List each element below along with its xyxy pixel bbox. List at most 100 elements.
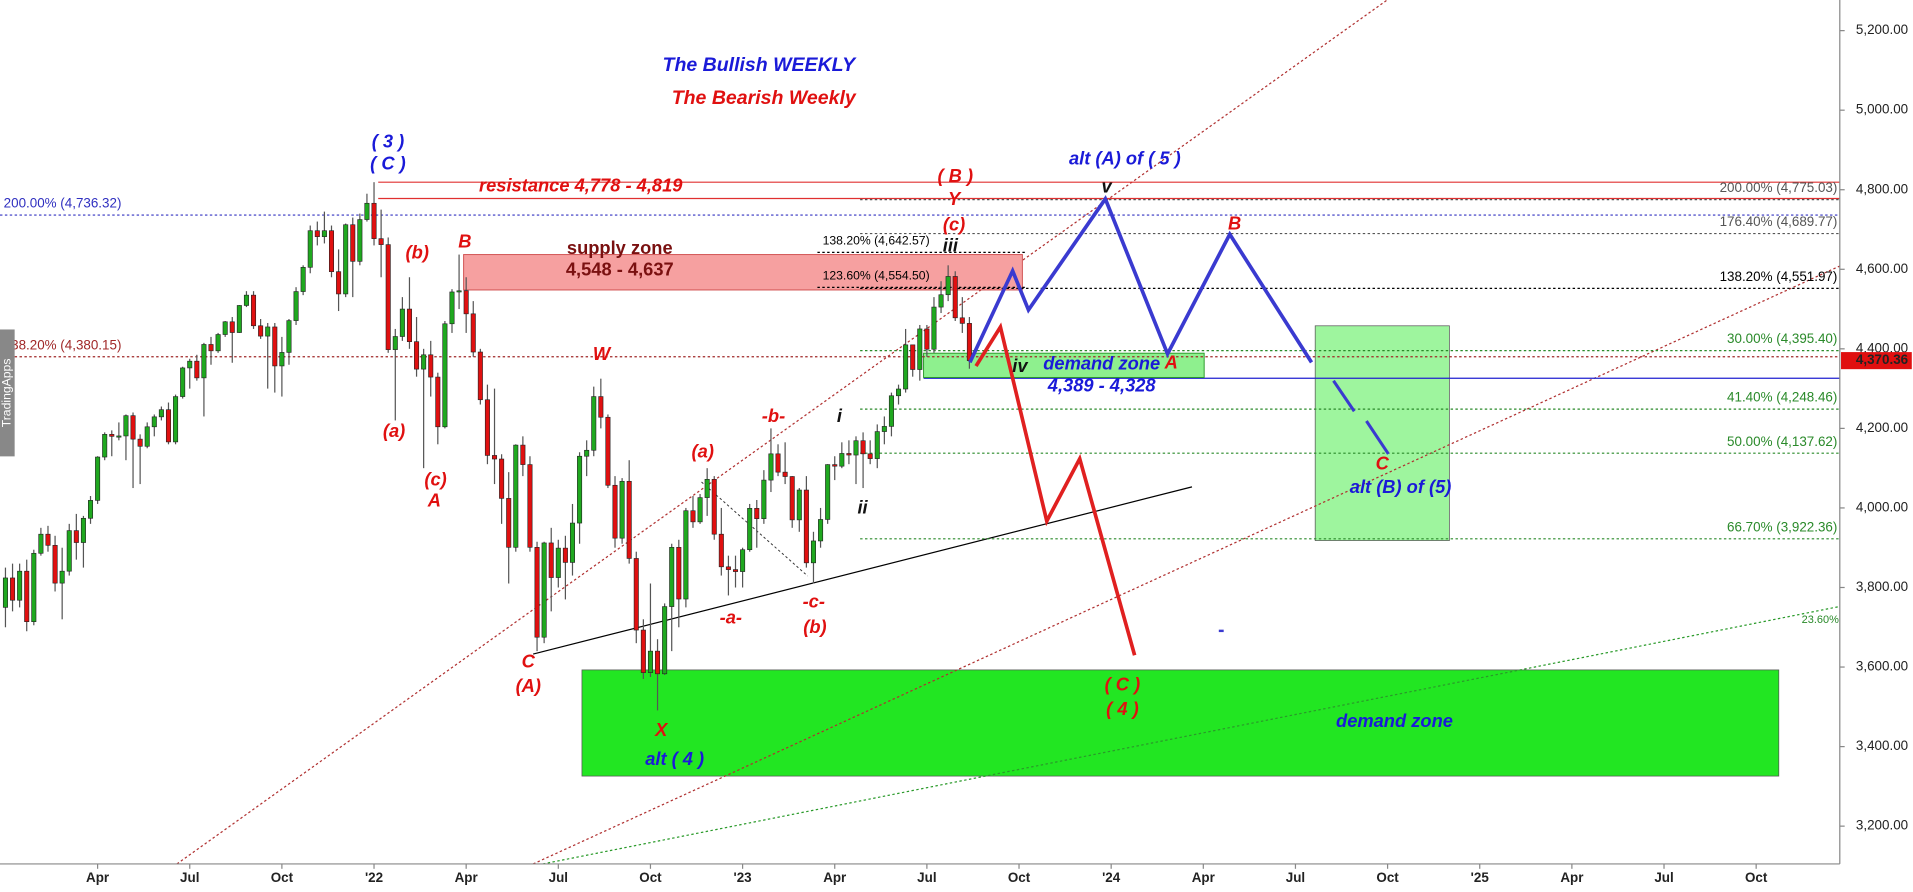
fib-label: 200.00% (4,775.03) <box>1720 180 1838 195</box>
candle-body <box>442 323 448 428</box>
zone-label: supply zone <box>567 237 673 258</box>
candle-body <box>314 230 320 237</box>
x-tick-label: Jul <box>549 870 568 885</box>
watermark-bg <box>0 329 15 457</box>
candle-body <box>2 577 8 608</box>
candle-body <box>38 533 44 554</box>
candle-body <box>562 547 568 563</box>
candle-body <box>300 266 306 292</box>
candle-body <box>917 328 923 370</box>
candle-body <box>492 455 498 460</box>
candle-body <box>180 367 186 397</box>
wave-label: demand zone <box>1336 710 1453 731</box>
candle-body <box>385 244 391 350</box>
candle-body <box>584 449 590 457</box>
wave-label: ( C ) <box>1105 674 1141 695</box>
candle-body <box>704 478 710 498</box>
candle-body <box>647 650 653 673</box>
candle-body <box>640 629 646 673</box>
candle-body <box>428 354 434 378</box>
wave-label: ( 3 ) <box>372 131 405 152</box>
fib-fan-line <box>542 605 1840 865</box>
candle-body <box>626 480 632 559</box>
projection-box <box>1314 325 1450 541</box>
candle-body <box>456 290 462 293</box>
fib-label: 176.40% (4,689.77) <box>1720 214 1838 229</box>
x-tick-label: Oct <box>1745 870 1768 885</box>
candle-body <box>846 453 852 456</box>
x-tick-label: Jul <box>1654 870 1673 885</box>
candle-body <box>775 453 781 473</box>
candle-body <box>109 434 115 437</box>
wave-label: 23.60% <box>1802 614 1839 626</box>
candle-body <box>506 498 512 548</box>
candle-body <box>548 542 554 578</box>
candle-body <box>577 455 583 524</box>
candle-body <box>754 508 760 519</box>
candle-body <box>860 440 866 455</box>
candle-body <box>24 570 30 623</box>
y-tick-label: 3,200.00 <box>1856 818 1908 833</box>
x-tick-label: '22 <box>365 870 383 885</box>
candle-body <box>201 344 207 379</box>
candle-body <box>321 230 327 237</box>
wave-label: ( 4 ) <box>1106 698 1139 719</box>
candle-body <box>569 522 575 563</box>
wave-label: (c) <box>424 469 446 490</box>
last-price-label: 4,370.36 <box>1856 352 1908 367</box>
wave-label: X <box>654 719 669 740</box>
candle-body <box>768 453 774 481</box>
candle-body <box>910 344 916 370</box>
candle-body <box>102 434 108 458</box>
marker <box>1218 629 1224 633</box>
candle-body <box>867 453 873 459</box>
chart-title: The Bullish WEEKLY <box>663 54 858 76</box>
candle-body <box>655 650 661 675</box>
wave-label: A <box>427 489 441 510</box>
candle-body <box>832 464 838 467</box>
candle-body <box>520 444 526 465</box>
axes-ticks: 3,200.00 3,400.00 3,600.00 3,800.00 4,000.00… <box>86 22 1912 885</box>
x-tick-label: Oct <box>271 870 294 885</box>
candle-body <box>484 399 490 456</box>
candle-body <box>690 510 696 523</box>
y-tick-label: 3,800.00 <box>1856 579 1908 594</box>
x-tick-label: Oct <box>639 870 662 885</box>
zone-range-label: 4,389 - 4,328 <box>1047 375 1157 396</box>
candle-body <box>853 440 859 456</box>
wave-label: (a) <box>692 441 714 462</box>
candle-body <box>959 317 965 324</box>
y-tick-label: 4,800.00 <box>1856 181 1908 196</box>
candle-body <box>803 489 809 564</box>
candle-body <box>896 388 902 397</box>
candle-body <box>194 360 200 379</box>
y-tick-label: 3,400.00 <box>1856 738 1908 753</box>
wave-label: ( B ) <box>937 165 973 186</box>
candle-body <box>888 395 894 427</box>
y-tick-label: 4,000.00 <box>1856 499 1908 514</box>
candle-body <box>747 508 753 551</box>
candle-body <box>187 360 193 369</box>
fib-label: 138.20% (4,642.57) <box>823 234 930 248</box>
wave-label: (b) <box>803 616 826 637</box>
candle-body <box>307 230 313 268</box>
candle-body <box>796 489 802 521</box>
supply-zone <box>463 254 1023 291</box>
watermark: TradingApps <box>0 359 14 428</box>
candle-body <box>477 351 483 401</box>
wave-label: B <box>458 231 471 252</box>
last-price-tag <box>1841 352 1912 370</box>
resistance-label: resistance 4,778 - 4,819 <box>479 175 683 196</box>
channel-line <box>532 265 1841 865</box>
candle-body <box>350 224 356 262</box>
candle-body <box>116 435 122 438</box>
wave-label: alt (A) of ( 5 ) <box>1069 148 1181 169</box>
x-tick-label: Apr <box>1192 870 1216 885</box>
fib-label: 200.00% (4,736.32) <box>4 196 122 211</box>
candle-body <box>676 547 682 600</box>
candle-body <box>66 530 72 572</box>
candle-body <box>208 344 214 352</box>
candle-body <box>165 409 171 443</box>
candle-body <box>697 497 703 523</box>
fib-label: 123.60% (4,554.50) <box>823 269 930 283</box>
